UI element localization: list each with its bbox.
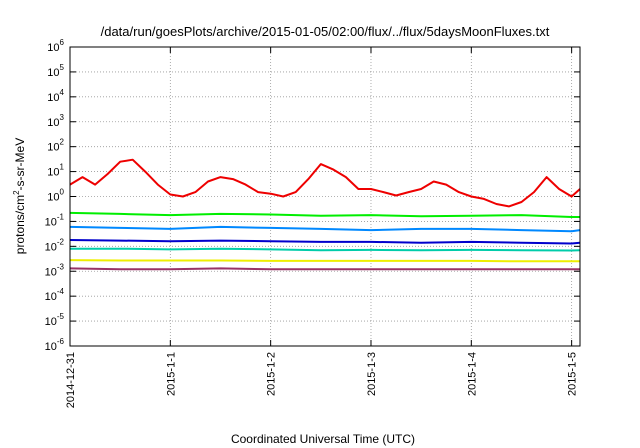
y-tick-label: 105: [47, 63, 64, 79]
y-tick-label: 10-6: [45, 337, 65, 353]
y-tick-label: 104: [47, 88, 64, 104]
series-line-5: [70, 247, 581, 252]
y-tick-label: 103: [47, 113, 64, 129]
y-axis-label: protons/cm2-s-sr-MeV: [12, 138, 27, 254]
grid: [70, 47, 580, 346]
x-axis-label: Coordinated Universal Time (UTC): [231, 432, 415, 446]
y-tick-label: 10-5: [45, 312, 65, 328]
y-tick-label: 10-3: [45, 262, 65, 278]
series-layer: [69, 158, 581, 271]
y-tick-label: 10-1: [45, 212, 65, 228]
x-tick-label: 2015-1-1: [165, 352, 177, 396]
series-line-4: [69, 239, 581, 245]
x-axis-ticks: 2014-12-31 2015-1-1 2015-1-2 2015-1-3 2015-1…: [65, 47, 579, 408]
y-axis-ticks: 10-6 10-5 10-4 10-3 10-2 10-1 100 101 102 103 104 1…: [45, 38, 580, 353]
x-tick-label: 2015-1-2: [266, 352, 278, 396]
x-tick-label: 2015-1-4: [466, 352, 478, 396]
y-tick-label: 102: [47, 138, 64, 154]
series-line-1: [69, 158, 581, 208]
x-tick-label: 2014-12-31: [65, 352, 77, 408]
x-tick-label: 2015-1-5: [567, 352, 579, 396]
y-tick-label: 101: [47, 163, 64, 179]
y-tick-label: 100: [47, 188, 64, 204]
chart-title: /data/run/goesPlots/archive/2015-01-05/0…: [101, 24, 550, 39]
series-line-2: [69, 211, 580, 218]
series-line-6: [69, 259, 580, 263]
y-tick-label: 10-4: [45, 287, 65, 303]
x-tick-label: 2015-1-3: [366, 352, 378, 396]
y-tick-label: 10-2: [45, 237, 65, 253]
series-line-7: [69, 267, 580, 271]
y-tick-label: 106: [47, 38, 64, 54]
series-line-3: [69, 225, 581, 233]
